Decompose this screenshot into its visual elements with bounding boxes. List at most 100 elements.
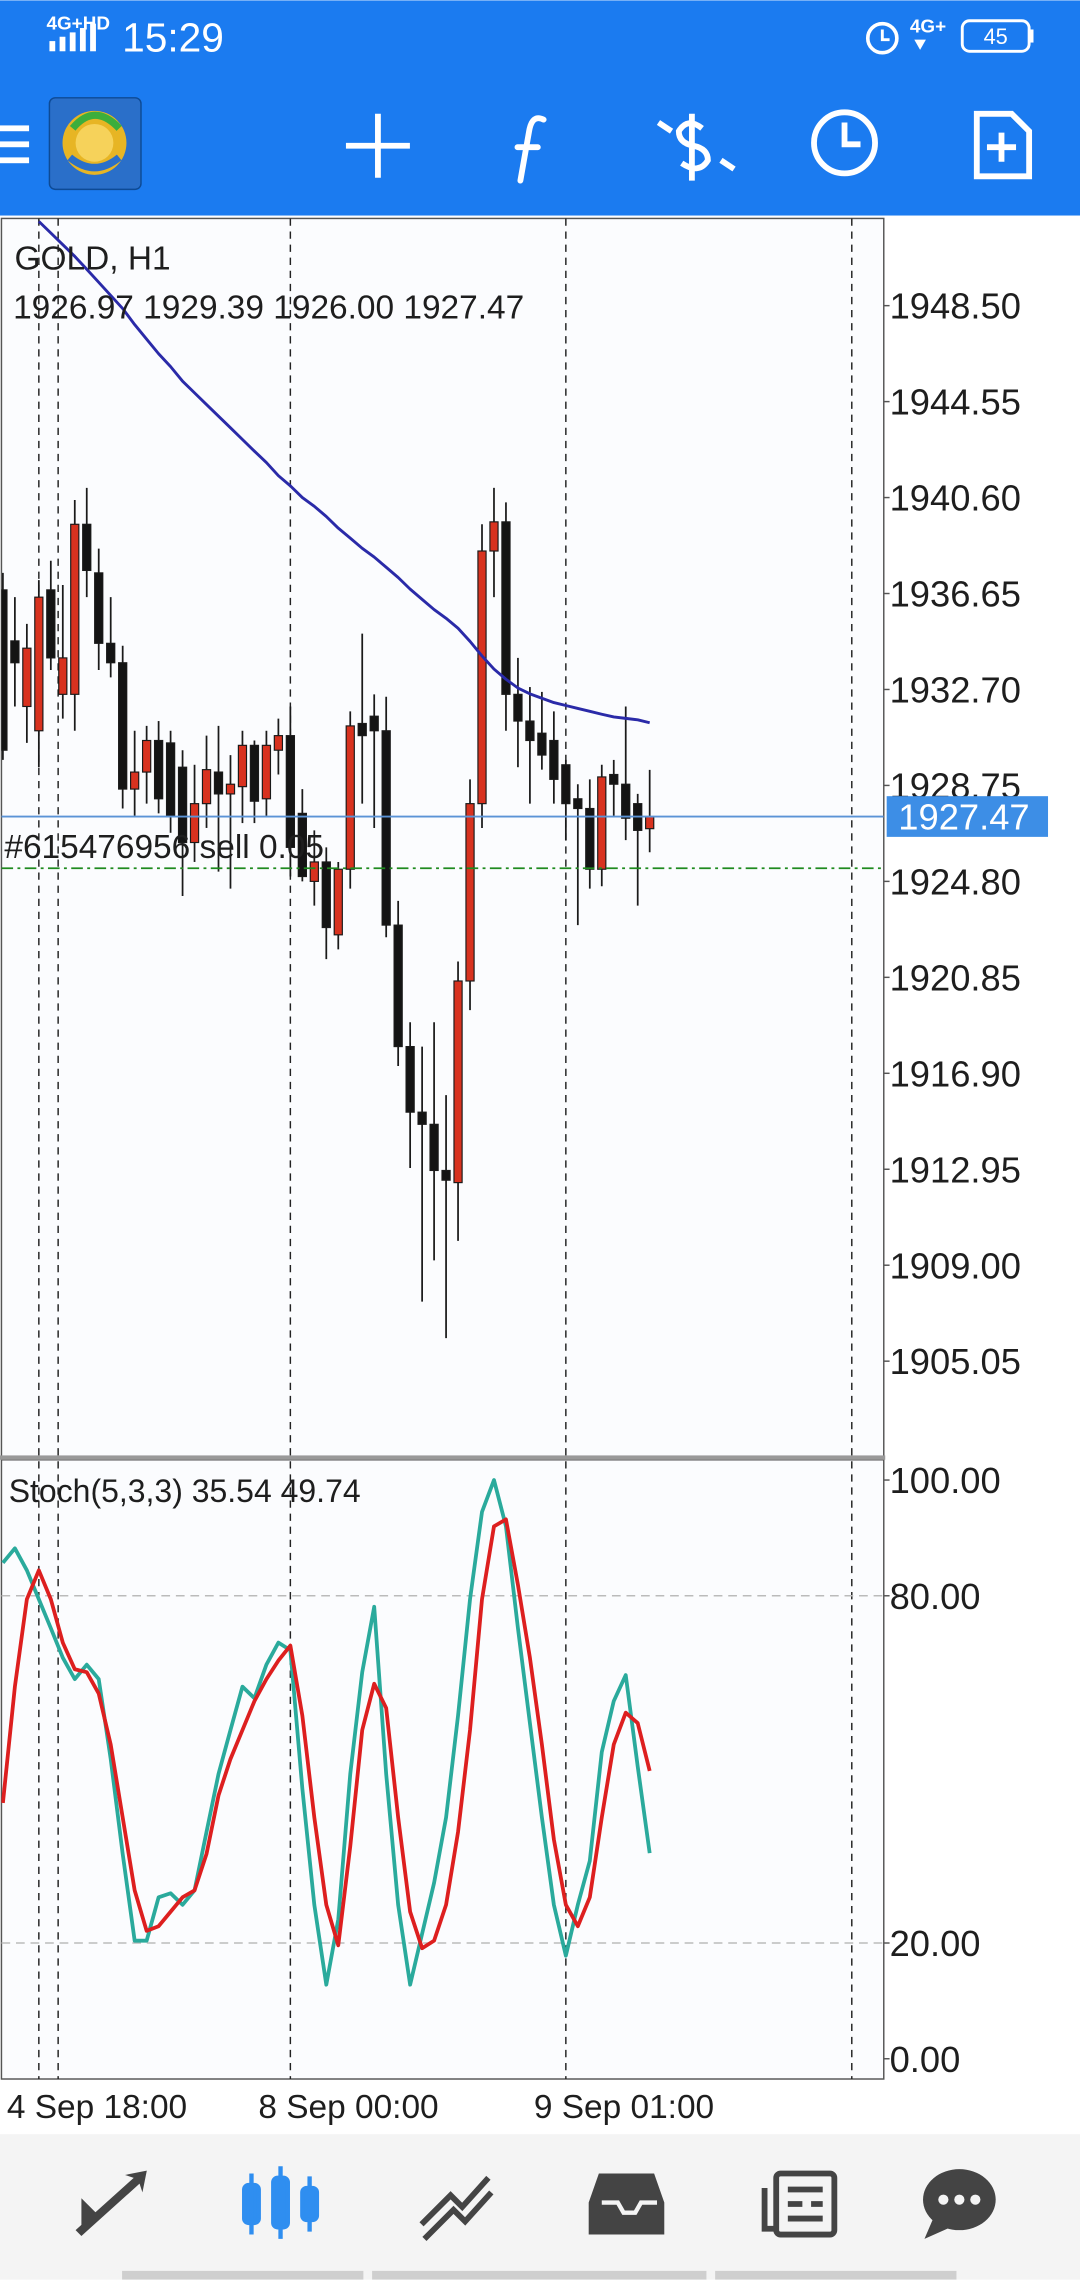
chat-tab[interactable] [923,2169,996,2239]
stoch-plot [1,1478,884,1987]
candle-body [201,769,212,805]
price-tag [886,796,1049,837]
candle-body [130,771,140,790]
crosshair-button[interactable] [345,113,410,178]
x-tick-label: 4 Sep 18:00 [7,2089,187,2126]
candle-body [513,693,523,722]
candle-body [321,861,331,929]
candle-body [573,798,583,810]
chart-tab[interactable] [242,2166,320,2239]
candle-body [189,803,200,844]
candle-body [549,739,559,780]
y-tick-label: 1905.05 [890,1341,1021,1382]
y-tick-label: 1916.90 [890,1053,1021,1094]
candle-body [585,807,595,870]
y-tick-label: 1912.95 [890,1149,1021,1190]
candle-body [153,739,164,800]
candle-body [1,589,8,751]
candle-body [381,730,391,926]
indicators-button[interactable] [514,115,547,184]
candle-body [273,735,284,751]
candle-body [141,739,152,773]
candle-body [285,735,296,848]
clock: 15:29 [122,14,224,60]
candle-body [477,550,487,805]
y-tick-label: 1932.70 [890,670,1021,711]
order-label: #615476956 sell 0.05 [4,829,324,866]
y-tick-label: 1948.50 [890,286,1021,327]
candle-body [333,868,343,936]
candle-body [10,640,20,664]
app-header [0,0,1080,216]
candle-body [597,776,607,870]
candle-body [537,732,547,756]
y-tick-label: 100.00 [890,1460,1001,1501]
candle-body [489,521,499,552]
battery-level: 45 [984,24,1008,49]
stoch-plot-frame [0,1459,885,2080]
y-tick-label: 0.00 [890,2039,961,2080]
x-tick-label: 9 Sep 01:00 [534,2089,714,2126]
chart-subtitle: 1926.97 1929.39 1926.00 1927.47 [13,290,524,327]
candle-body [106,642,116,664]
chart-title: GOLD, H1 [15,240,171,277]
stoch-line [1,1517,652,1951]
candle-body [297,812,307,878]
app-logo[interactable] [48,97,142,191]
battery-icon [960,19,1031,53]
y-tick-label: 1909.00 [890,1245,1021,1286]
trade-tab[interactable] [419,2175,494,2241]
candle-body [22,647,32,708]
candle-body [309,861,319,882]
quotes-tab[interactable] [75,2170,147,2236]
candle-body [70,523,80,695]
axis-layer: 4 Sep 18:00 8 Sep 00:00 9 Sep 01:00 1948.50… [7,286,1049,2126]
y-tick-label: 1924.80 [890,861,1021,902]
bottom-nav [0,2134,1080,2280]
candle-body [417,1111,427,1125]
candle-body [525,720,535,742]
history-tab[interactable] [588,2173,665,2235]
stoch-line [1,1478,652,1987]
period-button[interactable] [811,109,878,177]
candle-body [609,773,619,785]
candle-body [501,521,511,695]
price-tag-label: 1927.47 [898,797,1029,838]
candle-body [441,1169,451,1181]
candle-body [357,722,367,737]
candle-body [405,1045,415,1113]
alarm-icon [865,21,899,55]
candle-body [621,783,631,819]
candle-body [213,771,224,795]
network-label-2: 4G+ [910,16,946,37]
y-tick-label: 20.00 [890,1923,981,1964]
stoch-title: Stoch(5,3,3) 35.54 49.74 [9,1473,361,1509]
toolbar [0,97,1033,191]
candle-body [369,715,379,732]
candle-body [429,1123,439,1172]
candle-body [393,924,403,1048]
candle-body [94,572,104,644]
y-tick-label: 1940.60 [890,478,1021,519]
candle-body [345,725,355,870]
main-plot: #615476956 sell 0.05 [1,220,884,1339]
candle-body [645,815,655,830]
candle-body [58,657,68,695]
network-label: 4G+HD [47,13,110,34]
candle-body [177,766,188,844]
signal-icon [49,23,96,52]
candle-body [118,662,128,790]
news-tab[interactable] [761,2170,838,2238]
trade-button[interactable] [656,113,736,181]
new-order-button[interactable] [973,110,1033,180]
main-plot-frame [0,217,885,1458]
moving-average [37,220,651,725]
x-tick-label: 8 Sep 00:00 [258,2089,438,2126]
candle-body [46,589,56,659]
candle-body [453,980,463,1184]
menu-button[interactable] [0,125,30,164]
y-tick-label: 1936.65 [890,574,1021,615]
